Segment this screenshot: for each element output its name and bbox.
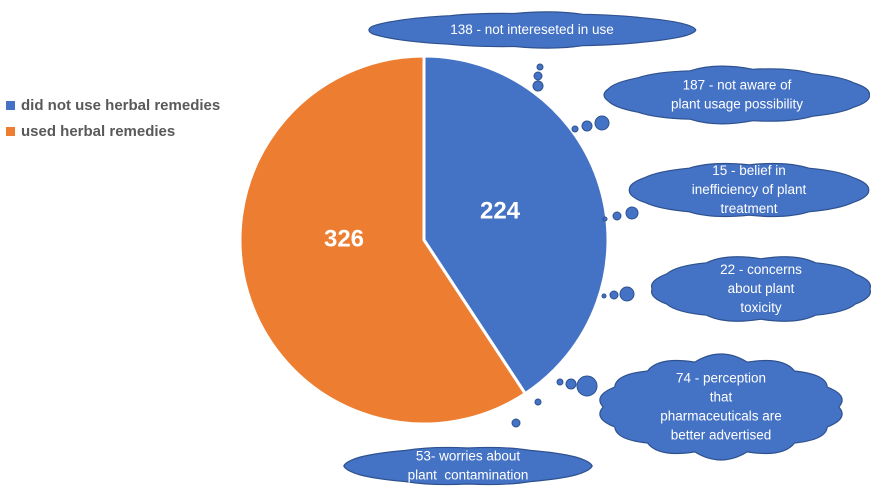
annotation-text-5-line-1: 74 - perception [676, 370, 766, 385]
annotation-bubble-3-3 [625, 206, 639, 220]
annotation-text-5: 74 - perception that pharmaceuticals are be… [660, 370, 782, 442]
annotation-bubble-2-3 [594, 115, 610, 131]
annotation-bubble-5-3 [576, 375, 598, 397]
annotation-text-4-line-2: about plant [728, 281, 795, 296]
annotation-cloud-5 [599, 353, 843, 461]
annotation-text-5-line-3: pharmaceuticals are [660, 408, 782, 423]
chart-legend: did not use herbal remedies used herbal … [6, 92, 220, 144]
annotation-text-1-line-1: 138 - not intereseted in use [450, 22, 614, 37]
legend-swatch-used [6, 126, 15, 136]
annotation-text-5-line-2: that [710, 389, 733, 404]
annotation-cloud-3 [628, 162, 870, 218]
annotation-bubble-6-2 [534, 398, 542, 406]
annotation-cloud-2 [603, 65, 870, 125]
annotation-text-3: 15 - belief in inefficiency of plant treat… [692, 163, 807, 216]
annotation-text-2: 187 - not aware of plant usage possibilit… [671, 77, 803, 111]
annotation-bubble-4-1 [601, 293, 607, 299]
annotation-text-4-line-3: toxicity [740, 300, 782, 315]
annotation-cloud-1 [368, 11, 697, 49]
annotation-text-1: 138 - not intereseted in use [450, 22, 614, 37]
annotation-text-2-line-1: 187 - not aware of [683, 77, 792, 92]
legend-label-not-used: did not use herbal remedies [21, 96, 221, 114]
annotation-bubble-4-2 [609, 290, 619, 300]
annotation-text-6-line-1: 53- worries about [416, 448, 521, 463]
annotation-text-4-line-1: 22 - concerns [720, 262, 802, 277]
annotation-bubble-1-3 [532, 80, 544, 92]
annotation-bubble-1-2 [533, 71, 543, 81]
pie-slice-used [238, 54, 527, 426]
annotation-text-5-line-4: better advertised [671, 427, 772, 442]
legend-item-not-used: did not use herbal remedies [6, 92, 220, 118]
annotation-text-3-line-2: inefficiency of plant [692, 182, 807, 197]
annotation-text-2-line-2: plant usage possibility [671, 96, 803, 111]
annotation-bubble-3-1 [602, 216, 608, 222]
annotation-text-6-line-2: plant contamination [408, 467, 529, 482]
annotation-cloud-4 [651, 256, 871, 322]
annotation-bubble-2-1 [571, 125, 579, 133]
annotation-bubble-5-2 [565, 378, 577, 390]
legend-label-used: used herbal remedies [21, 122, 176, 140]
annotation-bubble-5-1 [556, 378, 564, 386]
legend-item-used: used herbal remedies [6, 118, 220, 144]
annotation-cloud-6 [343, 446, 593, 486]
data-label-not-used: 224 [480, 197, 521, 224]
annotation-text-4: 22 - concerns about plant toxicity [720, 262, 802, 315]
annotation-text-6: 53- worries about plant contamination [408, 448, 529, 482]
annotation-bubble-3-2 [612, 211, 622, 221]
annotation-bubble-4-3 [619, 286, 635, 302]
annotation-bubble-6-1 [511, 418, 521, 428]
annotation-text-3-line-1: 15 - belief in [712, 163, 786, 178]
annotation-bubble-1-1 [536, 63, 544, 71]
data-label-used: 326 [324, 225, 364, 252]
annotation-text-3-line-3: treatment [720, 201, 777, 216]
annotation-bubble-2-2 [581, 120, 593, 132]
legend-swatch-not-used [6, 100, 15, 110]
